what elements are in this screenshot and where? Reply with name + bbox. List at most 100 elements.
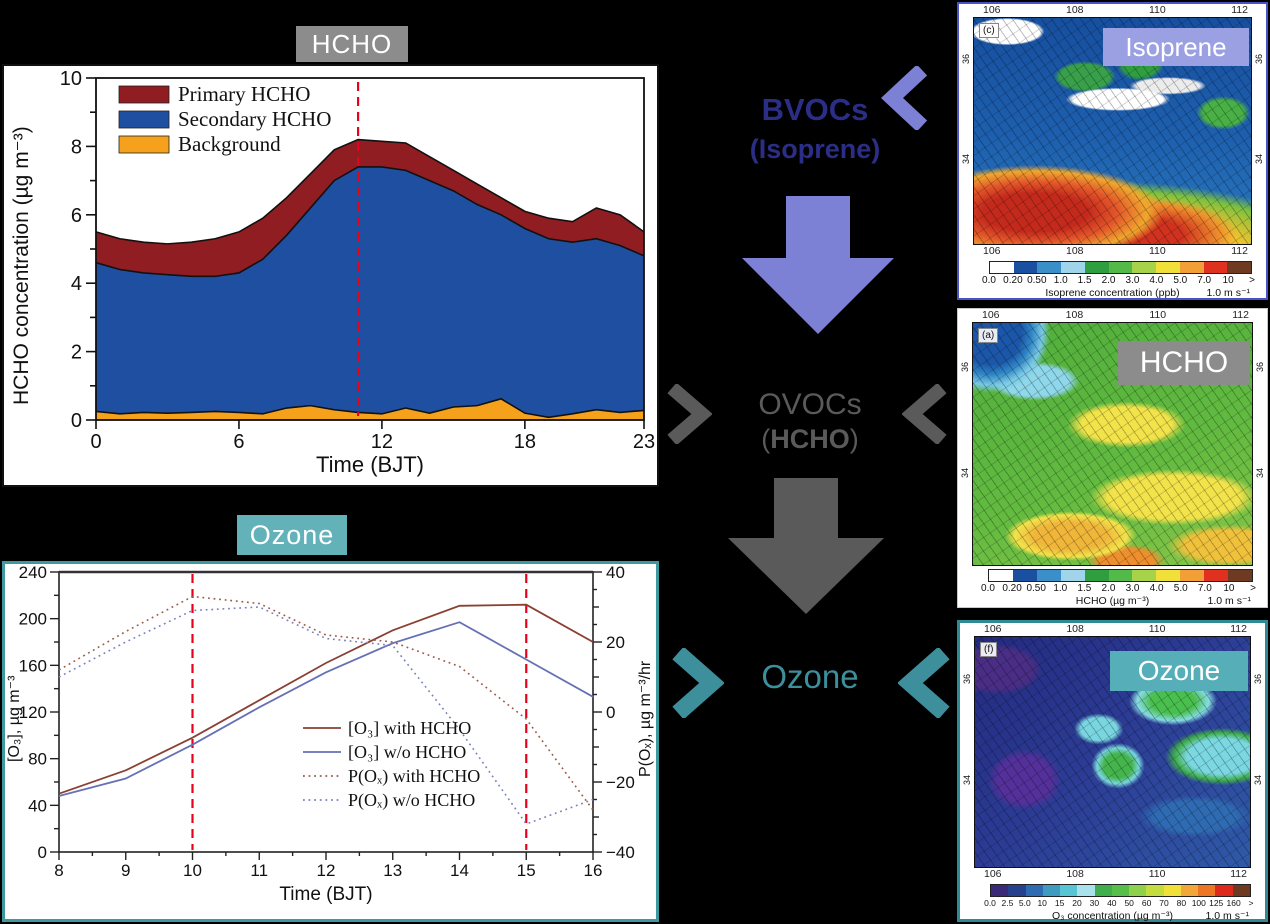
down-arrow-icon: [728, 478, 884, 614]
colorbar-segment: [1180, 570, 1205, 581]
right-y-tick-label: 0: [606, 703, 615, 722]
colorbar-segment: [989, 570, 1013, 581]
x-tick-label: 18: [514, 431, 536, 453]
x-tick-label: 16: [584, 861, 603, 880]
colorbar-segment: [1037, 262, 1062, 273]
area-outline: [95, 397, 645, 419]
stacked-areas: [95, 138, 645, 420]
x-tick-label: 12: [317, 861, 336, 880]
chevron-right-icon: [667, 384, 712, 444]
x-tick-label: 11: [250, 861, 268, 880]
colorbar-segment: [1012, 570, 1037, 581]
down-arrow-icon: [742, 196, 894, 334]
colorbar-tick-label: 15: [1054, 898, 1065, 908]
colorbar-segment: [1203, 262, 1228, 273]
map-image-isoprene: (c) Isoprene 36 34 36 34: [961, 17, 1264, 245]
colorbar-caption-text: O₃ concentration (µg m⁻³): [1052, 910, 1173, 922]
colorbar-segment: [1025, 885, 1043, 896]
latitude-tick-label: 34: [1253, 775, 1263, 786]
x-axis-label: Time (BJT): [316, 452, 424, 477]
lon-tick-label: 112: [1231, 4, 1248, 16]
area-outline: [95, 138, 645, 245]
lon-tick-label: 112: [1232, 309, 1249, 321]
panel-letter: (f): [980, 642, 998, 657]
x-tick-label: 10: [183, 861, 202, 880]
colorbar-caption: O₃ concentration (µg m⁻³) 1.0 m s⁻¹: [960, 910, 1265, 924]
latitude-tick-label: 34: [1254, 153, 1264, 164]
legend-swatch: [118, 85, 170, 104]
colorbar-tick-label: 60: [1141, 898, 1152, 908]
plot-box: [58, 571, 594, 853]
colorbar-segment: [1232, 885, 1250, 896]
lon-tick-label: 112: [1231, 245, 1248, 257]
latitude-tick-label: 36: [1253, 673, 1263, 684]
x-tick-label: 23: [633, 431, 655, 453]
legend-item: [O₃] w/o HCHO: [303, 742, 466, 762]
colorbar-tick-label: 2.0: [1101, 583, 1116, 594]
colorbar-tick-label: 1.5: [1077, 583, 1092, 594]
legend: [O₃] with HCHO [O₃] w/o HCHO P(Oₓ) with HC…: [303, 718, 480, 811]
map-image-ozone: (f) Ozone 36 34 36 34: [962, 636, 1263, 868]
legend-item: Background: [118, 132, 281, 156]
colorbar-tick-label: >: [1248, 898, 1254, 908]
colorbar-tick-label: 2.5: [1001, 898, 1014, 908]
colorbar-tick-label: 0.50: [1026, 583, 1046, 594]
colorbar-tick-label: >: [1250, 583, 1256, 594]
longitude-ticks-bottom: 106 108 110 112: [959, 245, 1266, 258]
colorbar-segment: [1108, 262, 1133, 273]
ozone-chart-title: Ozone: [249, 519, 335, 550]
colorbar-segment: [1156, 262, 1180, 273]
legend-label: Secondary HCHO: [178, 107, 331, 131]
longitude-ticks-top: 106 108 110 112: [959, 4, 1266, 17]
x-tick-label: 12: [371, 431, 393, 453]
x-tick-label: 15: [517, 861, 536, 880]
lon-tick-label: 108: [1066, 868, 1084, 880]
latitude-tick-label: 34: [960, 468, 970, 479]
colorbar-segment: [1094, 885, 1112, 896]
left-y-tick-label: 200: [19, 610, 47, 629]
colorbar-tick-label: 1.5: [1077, 275, 1092, 286]
legend-swatch: [118, 110, 170, 129]
colorbar-tick-label: 3.0: [1125, 583, 1140, 594]
latitude-tick-label: 36: [1255, 361, 1265, 372]
colorbar-hcho: [988, 569, 1253, 582]
colorbar-segment: [1084, 262, 1109, 273]
lon-tick-label: 108: [1066, 4, 1084, 16]
colorbar-tick-label: 5.0: [1173, 275, 1188, 286]
lon-tick-label: 110: [1149, 309, 1167, 321]
colorbar-tick-label: 1.0: [1053, 275, 1068, 286]
colorbar-tick-label: 1.0: [1053, 583, 1068, 594]
y-tick-label: 2: [71, 342, 82, 364]
chevron-left-icon: [902, 384, 947, 444]
colorbar-tick-label: >: [1249, 275, 1255, 286]
lon-tick-label: 106: [983, 245, 1001, 257]
colorbar-segment: [1036, 570, 1061, 581]
colorbar-segment: [1179, 262, 1204, 273]
panel-letter: (a): [978, 328, 999, 343]
map-panel-hcho: 106 108 110 112 (a) HCHO 36 34 36 34 0.0 0.20 0.50 1.…: [957, 308, 1268, 608]
lon-tick-label: 112: [1230, 623, 1247, 635]
latitude-tick-label: 34: [962, 775, 972, 786]
colorbar-segment: [1198, 885, 1216, 896]
lon-tick-label: 106: [984, 868, 1002, 880]
colorbar-tick-label: 0.0: [982, 275, 996, 286]
legend-item: P(Oₓ) with HCHO: [303, 766, 480, 787]
colorbar-tick-label: 10: [1223, 583, 1235, 594]
latitude-tick-label: 34: [961, 153, 971, 164]
flow-label-isoprene: (Isoprene): [749, 134, 881, 164]
latitude-tick-label: 36: [962, 673, 972, 684]
panel-letter: (c): [979, 23, 999, 38]
colorbar-segment: [1146, 885, 1164, 896]
x-tick-label: 8: [54, 861, 63, 880]
area-background: [96, 398, 644, 420]
ozone-line-chart: 0 40 80 120 160 200 240 −40 −20 0 20 40 8 9 10 11 12 13 14…: [19, 564, 635, 905]
colorbar-caption: HCHO (µg m⁻³) 1.0 m s⁻¹: [958, 595, 1267, 609]
hcho-bold: HCHO: [770, 424, 850, 454]
colorbar-segment: [1227, 262, 1252, 273]
colorbar-tick-label: 0.50: [1027, 275, 1047, 286]
right-y-tick-label: −20: [606, 773, 635, 792]
x-tick-label: 0: [90, 431, 101, 453]
y-tick-label: 6: [71, 205, 82, 227]
legend-label: P(Oₓ) w/o HCHO: [348, 790, 475, 811]
